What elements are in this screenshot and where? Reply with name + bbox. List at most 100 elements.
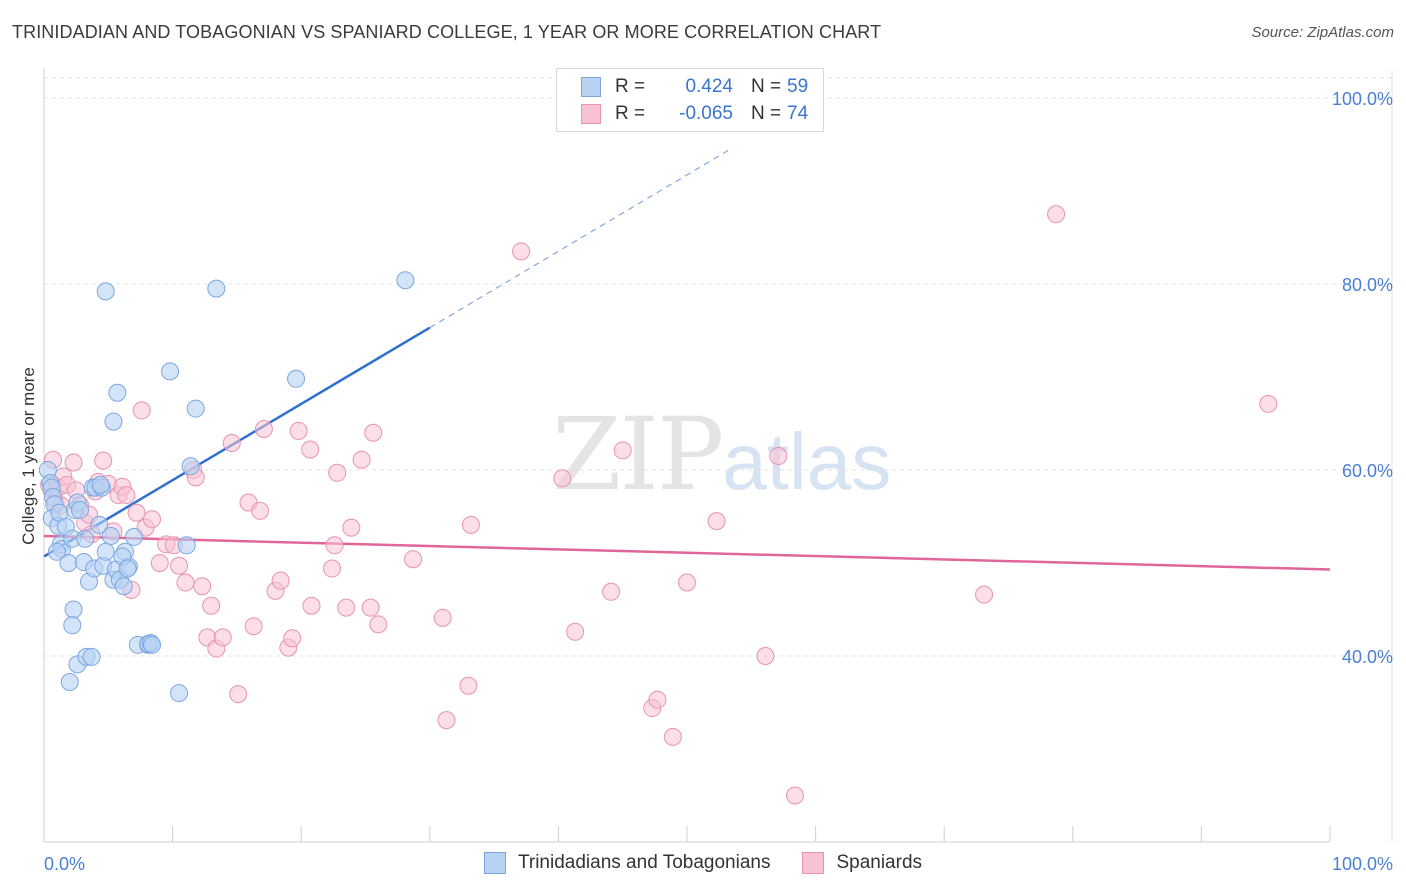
spaniards-point [150,553,169,572]
spaniards-point [289,421,308,440]
trinidadians-point [170,684,189,703]
legend-swatch-blue [483,852,506,874]
spaniards-point [975,585,994,604]
spaniards-point [328,463,347,482]
trinidadians-point [64,600,83,619]
legend-r-label: R = [615,76,646,97]
spaniards-point [512,242,531,261]
spaniards-point [1047,205,1066,224]
legend-n-value: 74 [787,103,809,124]
spaniards-point [229,685,248,704]
spaniards-point [602,582,621,601]
legend-item-spaniards[interactable]: Spaniards [802,852,922,874]
chart-title: TRINIDADIAN AND TOBAGONIAN VS SPANIARD C… [12,22,882,42]
spaniards-point [176,573,195,592]
spaniards-point [170,556,189,575]
trinidadians-point [186,399,205,418]
spaniards-point [302,596,321,615]
spaniards-point [193,577,212,596]
spaniards-point [127,503,146,522]
trinidadians-point [82,647,101,666]
spaniards-point [613,441,632,460]
spaniards-point [437,711,456,730]
spaniards-point [369,615,388,634]
legend-label-spaniards: Spaniards [836,852,923,873]
spaniards-point [648,690,667,709]
trinidadians-point [91,475,110,494]
trinidadians-point [76,529,95,548]
spaniards-point [94,451,113,470]
trinidadians-point [118,559,137,578]
legend-swatch-blue [581,77,601,97]
spaniards-trend-line [43,534,1331,571]
x-tick-label: 100.0% [1332,854,1393,874]
trinidadians-point [143,635,162,654]
spaniards-point [553,469,572,488]
legend-item-trinidadians[interactable]: Trinidadians and Tobagonians [483,852,771,874]
spaniards-point [323,559,342,578]
spaniards-point [132,401,151,420]
legend-n-value: 59 [787,76,809,97]
trinidadians-point [90,515,109,534]
spaniards-point [352,450,371,469]
y-tick-label: 40.0% [1342,647,1393,667]
axes [43,68,1393,843]
spaniards-point [459,676,478,695]
tick-labels: 40.0% 60.0% 80.0% 100.0% 0.0% 100.0% [44,89,1393,874]
x-tick-label: 0.0% [44,854,85,874]
spaniards-point [117,486,136,505]
trinidadians-point [161,362,180,381]
source-label[interactable]: Source: ZipAtlas.com [1251,24,1394,41]
trinidadians-point [96,282,115,301]
spaniards-point [222,433,241,452]
legend-n-label: N = [751,103,782,124]
legend-swatch-pink [581,104,601,124]
grid-lines [44,77,1392,657]
trinidadians-point [63,616,82,635]
watermark-atlas: atlas [722,417,892,506]
spaniards-point [707,512,726,531]
legend-n-label: N = [751,76,782,97]
spaniards-point [271,571,290,590]
spaniards-point [342,518,361,537]
trinidadians-point [47,542,66,561]
trinidadians-point [287,369,306,388]
spaniards-point [786,786,805,805]
series-legend: Trinidadians and Tobagonians Spaniards [0,852,1406,874]
legend-row-trinidadians: R = 0.424 N = 59 [581,74,808,100]
spaniards-point [325,536,344,555]
spaniards-point [283,629,302,648]
spaniards-point [143,510,162,529]
y-axis-label: College, 1 year or more [19,367,38,545]
spaniards-point [64,453,83,472]
trinidadians-trend-extension [429,147,733,329]
spaniards-point [202,596,221,615]
legend-r-value: -0.065 [679,103,733,124]
y-tick-label: 60.0% [1342,461,1393,481]
watermark-zip: ZIP [552,396,724,513]
spaniards-point [244,617,263,636]
spaniards-point [1259,394,1278,413]
trinidadians-point [177,536,196,555]
legend-row-spaniards: R = -0.065 N = 74 [581,101,808,127]
legend-r-label: R = [615,103,646,124]
y-tick-label: 100.0% [1332,89,1393,109]
trinidadians-point [114,577,133,596]
spaniards-point [756,646,775,665]
spaniards-point [663,727,682,746]
legend-swatch-pink [802,852,825,874]
trinidadians-point [101,526,120,545]
trinidadians-point [181,457,200,476]
spaniards-point [678,573,696,592]
legend-label-trinidadians: Trinidadians and Tobagonians [517,852,771,873]
spaniards-point [213,628,232,647]
y-tick-label: 80.0% [1342,275,1393,295]
trinidadians-point [104,412,123,431]
spaniards-points [40,205,1278,805]
spaniards-point [361,598,380,617]
trinidadians-points [38,271,415,703]
spaniards-point [337,598,356,617]
spaniards-point [433,608,452,627]
spaniards-point [301,440,320,459]
